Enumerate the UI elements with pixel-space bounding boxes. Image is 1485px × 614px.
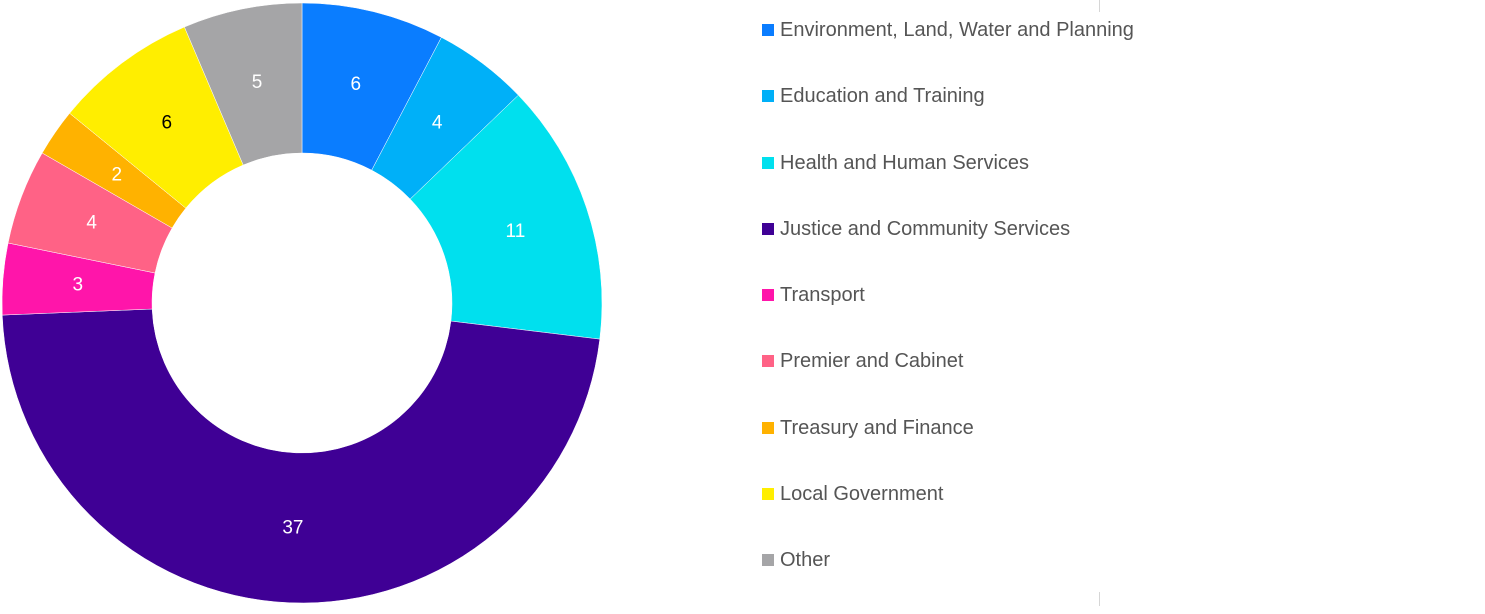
- legend-swatch: [762, 222, 774, 235]
- legend-swatch: [762, 355, 774, 368]
- slice-other: [184, 2, 303, 166]
- legend-label: Premier and Cabinet: [780, 350, 964, 373]
- donut-chart-svg: 6 4 11 37 3 4 2 6 5: [1, 2, 603, 604]
- legend-item-other: Other: [762, 548, 1134, 614]
- legend-label: Environment, Land, Water and Planning: [780, 19, 1134, 41]
- legend-item-treasury-and-finance: Treasury and Finance: [762, 416, 1134, 482]
- legend-label: Transport: [780, 284, 865, 306]
- slice-justice-and-community-services: [1, 308, 601, 604]
- slice-labels-group: 6 4 11 37 3 4 2 6 5: [72, 72, 525, 538]
- data-label-local-government: 6: [162, 113, 173, 134]
- legend-swatch: [762, 289, 774, 301]
- legend-swatch: [762, 90, 774, 103]
- legend-swatch: [762, 156, 774, 169]
- legend-item-justice-and-community-services: Justice and Community Services: [762, 217, 1134, 283]
- divider-bottom: [1099, 592, 1100, 606]
- legend-label: Health and Human Services: [780, 151, 1030, 174]
- legend-swatch: [762, 487, 774, 500]
- legend-swatch: [762, 554, 774, 566]
- legend-item-local-government: Local Government: [762, 482, 1134, 548]
- slice-health-and-human-services: [409, 94, 603, 340]
- slices-group: [1, 2, 603, 604]
- data-label-education-and-training: 4: [432, 113, 443, 134]
- legend-item-education-and-training: Education and Training: [762, 84, 1134, 150]
- legend-swatch: [762, 24, 774, 36]
- legend-label: Education and Training: [780, 85, 985, 108]
- legend-label: Justice and Community Services: [780, 217, 1071, 240]
- legend-item-transport: Transport: [762, 283, 1134, 349]
- data-label-transport: 3: [72, 274, 83, 295]
- data-label-health-and-human-services: 11: [506, 221, 526, 242]
- legend-label: Other: [780, 549, 831, 571]
- data-label-treasury-and-finance: 2: [112, 165, 123, 186]
- legend-label: Treasury and Finance: [780, 416, 974, 439]
- legend: Environment, Land, Water and Planning Edu…: [762, 18, 1134, 614]
- data-label-justice-and-community-services: 37: [282, 517, 303, 538]
- legend-label: Local Government: [780, 482, 944, 505]
- legend-item-health-and-human-services: Health and Human Services: [762, 151, 1134, 217]
- legend-item-premier-and-cabinet: Premier and Cabinet: [762, 349, 1134, 415]
- donut-chart: 6 4 11 37 3 4 2 6 5: [0, 0, 700, 606]
- data-label-environment-land-water-and-planning: 6: [351, 74, 362, 95]
- data-label-premier-and-cabinet: 4: [86, 213, 97, 234]
- divider-top: [1099, 0, 1100, 12]
- data-label-other: 5: [252, 72, 263, 93]
- legend-swatch: [762, 421, 774, 434]
- legend-item-environment-land-water-and-planning: Environment, Land, Water and Planning: [762, 18, 1134, 84]
